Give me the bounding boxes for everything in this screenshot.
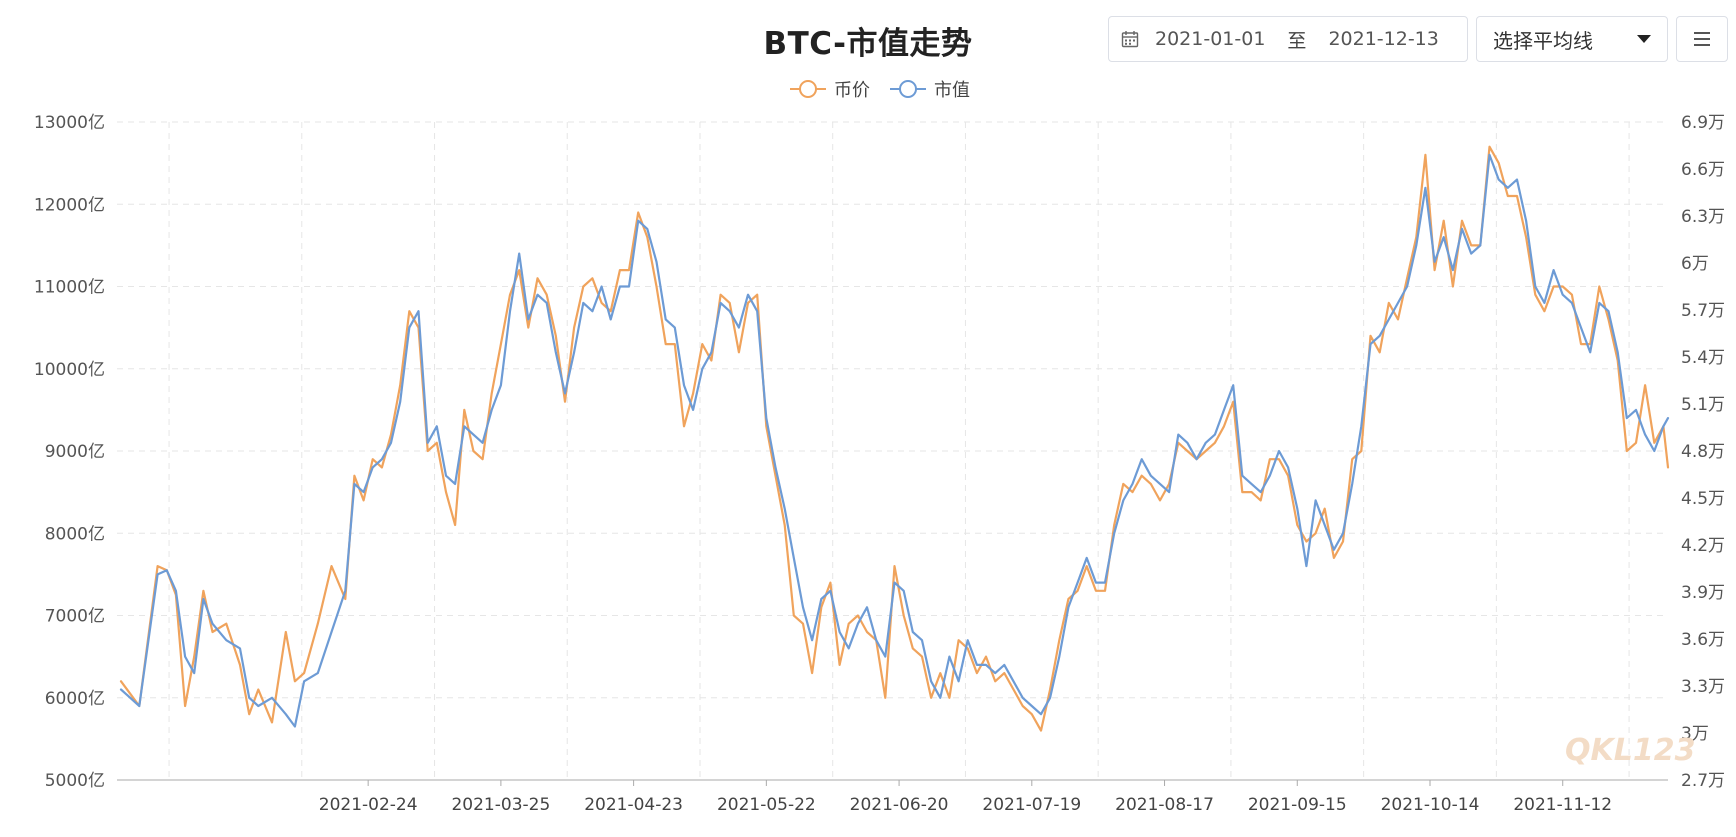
y-left-tick-label: 5000亿 [45,771,105,791]
legend-item-price[interactable]: 币价 [790,76,870,102]
y-left-tick-label: 10000亿 [34,360,105,380]
hamburger-menu-icon [1694,32,1710,34]
moving-average-select[interactable]: 选择平均线 [1476,16,1668,62]
x-tick-label: 2021-07-19 [982,795,1081,815]
watermark-logo: QKL123 [1565,733,1696,768]
legend-market-cap-label: 市值 [934,80,970,101]
y-right-tick-label: 2.7万 [1681,771,1725,791]
y-right-tick-label: 6.9万 [1681,113,1725,133]
y-left-tick-label: 13000亿 [34,113,105,133]
legend-price-swatch [790,79,826,99]
y-right-tick-label: 5.7万 [1681,301,1725,321]
y-left-tick-label: 8000亿 [45,524,105,544]
x-tick-label: 2021-11-12 [1513,795,1612,815]
menu-button[interactable] [1676,16,1728,62]
y-right-tick-label: 6.6万 [1681,160,1725,180]
y-left-tick-label: 11000亿 [34,278,105,298]
date-separator: 至 [1287,29,1307,52]
date-end-input[interactable]: 2021-12-13 [1328,28,1439,50]
legend-market-cap-swatch [890,79,926,99]
legend: 币价 市值 [790,74,990,104]
y-right-tick-label: 6万 [1681,254,1709,274]
y-right-tick-label: 4.2万 [1681,536,1725,556]
x-tick-label: 2021-02-24 [319,795,418,815]
y-right-tick-label: 3.6万 [1681,630,1725,650]
y-right-tick-label: 5.1万 [1681,395,1725,415]
moving-average-select-label: 选择平均线 [1493,28,1593,53]
x-tick-label: 2021-08-17 [1115,795,1214,815]
y-right-tick-label: 3万 [1681,724,1709,744]
x-tick-label: 2021-10-14 [1381,795,1480,815]
y-right-tick-label: 6.3万 [1681,207,1725,227]
x-tick-label: 2021-05-22 [717,795,816,815]
y-left-tick-label: 12000亿 [34,195,105,215]
x-tick-label: 2021-04-23 [584,795,683,815]
market-cap-series-line [119,153,1670,728]
x-tick-label: 2021-03-25 [451,795,550,815]
x-tick-label: 2021-09-15 [1248,795,1347,815]
chevron-down-icon [1637,35,1651,43]
date-start-input[interactable]: 2021-01-01 [1155,28,1266,50]
legend-item-market-cap[interactable]: 市值 [890,76,970,102]
y-left-tick-label: 9000亿 [45,442,105,462]
y-right-tick-label: 4.5万 [1681,489,1725,509]
chart-title: BTC-市值走势 [763,26,973,62]
legend-price-label: 币价 [834,80,870,101]
calendar-icon [1121,30,1139,48]
y-left-tick-label: 6000亿 [45,689,105,709]
y-right-tick-label: 5.4万 [1681,348,1725,368]
y-right-tick-label: 3.9万 [1681,583,1725,603]
x-tick-label: 2021-06-20 [850,795,949,815]
y-right-tick-label: 4.8万 [1681,442,1725,462]
y-left-tick-label: 7000亿 [45,607,105,627]
price-series-line [119,145,1670,732]
date-range-picker[interactable]: 2021-01-01 至 2021-12-13 [1108,16,1468,62]
y-right-tick-label: 3.3万 [1681,677,1725,697]
